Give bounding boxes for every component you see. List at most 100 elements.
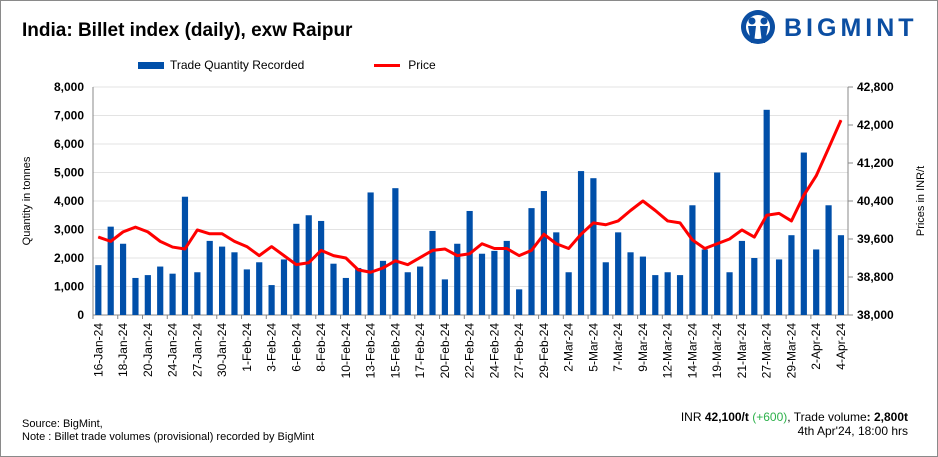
bar [218,246,226,315]
x-tick-label: 3-Feb-24 [265,323,279,372]
bar [676,275,684,315]
y2-tick-label: 38,000 [857,308,894,322]
bar [466,210,473,315]
y-tick-label: 4,000 [54,194,84,208]
bar [231,252,238,315]
x-tick-label: 20-Feb-24 [438,323,452,379]
price-point [432,249,434,251]
x-tick-label: 7-Mar-24 [611,323,625,372]
bar [478,253,486,315]
summary-volume: : 2,800t [866,410,908,424]
price-point [506,248,508,249]
price-point [753,236,755,238]
x-tick-label: 16-Jan-24 [91,323,105,377]
price-point [840,119,842,121]
price-point [370,271,372,273]
bar [726,272,733,315]
price-point [592,222,594,224]
bar [379,260,387,315]
x-tick-label: 5-Mar-24 [586,323,600,372]
y2-tick-label: 39,600 [857,232,894,246]
bar [825,205,832,315]
bar [256,262,263,315]
legend-line-swatch [374,63,401,67]
bigmint-logo: BIGMINT [740,9,918,47]
bar [553,232,560,315]
price-point [246,246,248,248]
bigmint-logo-text: BIGMINT [784,13,918,42]
bar [181,196,189,315]
bar [602,262,609,315]
bar [503,240,510,315]
price-point [357,269,359,271]
y-tick-label: 2,000 [54,251,84,265]
price-point [394,260,396,262]
price-point [332,255,334,257]
bar [528,208,535,315]
x-tick-label: 27-Jan-24 [190,323,204,377]
source-text: Source: BigMint, [22,418,103,430]
x-tick-label: 9-Mar-24 [636,323,650,372]
y2-axis-title: Prices in INR/t [915,166,927,236]
bar [417,266,424,315]
summary-price: 42,100/t [704,410,749,424]
x-tick-label: 29-Feb-24 [537,323,551,379]
summary-volume-label: , Trade volume [787,410,867,424]
price-point [382,267,384,269]
x-tick-label: 1-Feb-24 [240,323,254,372]
y2-tick-label: 40,400 [857,194,894,208]
price-point [741,229,743,231]
x-tick-label: 15-Feb-24 [388,323,402,379]
legend-label-price: Price [408,58,436,72]
price-point [233,240,235,242]
price-point [531,249,533,251]
y-axis-title: Quantity in tonnes [21,156,33,245]
bar [577,171,585,315]
y-tick-label: 5,000 [54,166,84,180]
bar [132,277,139,315]
bar [268,285,275,315]
bar [206,240,213,315]
price-point [172,246,174,248]
price-point [184,248,186,250]
bar [639,256,647,315]
y-tick-label: 1,000 [54,280,84,294]
price-point [469,253,471,255]
price-point [295,264,297,266]
summary-change: (+600) [752,410,788,424]
legend-label-quantity: Trade Quantity Recorded [170,58,305,72]
x-tick-label: 4-Apr-24 [834,323,848,370]
bar [367,192,374,315]
price-point [568,248,570,249]
price-point [803,194,805,196]
source-note: Source: BigMint, Note : Billet trade vol… [22,418,314,444]
bar [119,243,127,315]
price-point [493,248,495,249]
y2-tick-label: 42,000 [857,118,894,132]
price-point [481,243,483,245]
price-point [605,224,607,226]
price-point [221,233,223,235]
x-tick-label: 22-Feb-24 [463,323,477,379]
price-point [209,233,211,235]
bar [516,289,523,315]
y-tick-label: 0 [77,308,84,322]
y-tick-label: 3,000 [54,223,84,237]
x-tick-label: 13-Feb-24 [364,323,378,379]
bar [107,226,114,315]
price-point [444,248,446,250]
bar [664,272,671,315]
bar [751,258,758,315]
price-point [642,200,644,202]
price-point [320,249,322,251]
price-point [691,239,693,241]
price-point [580,233,582,235]
price-point [271,246,273,248]
note-text: Note : Billet trade volumes (provisional… [22,431,315,443]
bar [169,273,176,315]
price-point [790,220,792,222]
x-tick-label: 29-Mar-24 [784,323,798,379]
bar [243,269,250,315]
bar [738,240,746,315]
price-point [555,243,557,245]
